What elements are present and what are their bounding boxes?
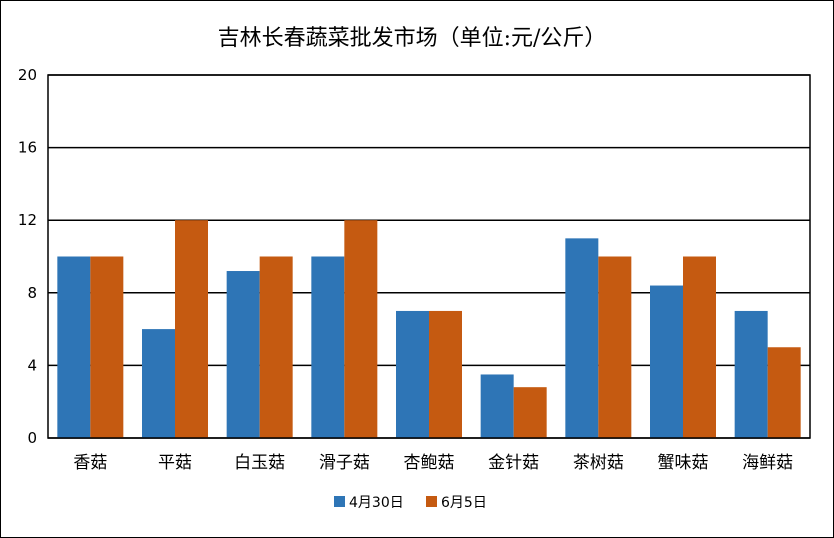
bar-series2 (344, 220, 378, 438)
legend-label: 4月30日 (349, 495, 404, 511)
x-category-label: 平菇 (158, 453, 192, 473)
x-category-label: 茶树菇 (573, 453, 624, 473)
y-axis-ticks: 0 4 8 12 16 20 (18, 66, 37, 447)
legend: 4月30日 6月5日 (334, 495, 487, 511)
bar-series1 (480, 374, 514, 438)
legend-label: 6月5日 (441, 495, 487, 511)
legend-swatch (426, 496, 437, 507)
bar-series2 (513, 387, 547, 438)
legend-swatch (334, 496, 345, 507)
bar-series1 (142, 329, 175, 438)
bar-series1 (734, 310, 768, 438)
bar-series1 (396, 310, 429, 438)
x-category-label: 滑子菇 (319, 453, 370, 473)
x-category-label: 白玉菇 (234, 453, 285, 473)
plot-area-border (47, 74, 811, 439)
y-tick-label: 20 (18, 66, 37, 84)
bar-series2 (90, 256, 124, 438)
x-axis-labels: 香菇 平菇 白玉菇 滑子菇 杏鲍菇 金针菇 茶树菇 蟹味菇 海鲜菇 (73, 453, 793, 473)
bar-series2 (259, 256, 293, 438)
bar-series1 (311, 256, 345, 438)
y-tick-label: 8 (27, 284, 37, 302)
x-category-label: 海鲜菇 (742, 453, 793, 473)
bar-series2 (598, 256, 632, 438)
x-category-label: 香菇 (73, 453, 107, 473)
x-category-label: 金针菇 (488, 453, 539, 473)
bar-series1 (650, 285, 683, 438)
bars (57, 220, 801, 438)
bar-series2 (175, 220, 208, 438)
bar-series1 (57, 256, 91, 438)
y-tick-label: 0 (27, 429, 37, 447)
x-category-label: 杏鲍菇 (404, 453, 455, 473)
bar-series2 (683, 256, 716, 438)
chart-title: 吉林长春蔬菜批发市场（单位:元/公斤） (218, 26, 607, 51)
bar-series1 (565, 238, 599, 438)
bar-series2 (767, 347, 801, 438)
y-tick-label: 12 (18, 211, 37, 229)
bar-series2 (429, 310, 462, 438)
y-tick-label: 16 (18, 139, 37, 157)
bar-series1 (226, 271, 260, 438)
x-category-label: 蟹味菇 (658, 453, 709, 473)
y-tick-label: 4 (27, 356, 37, 374)
